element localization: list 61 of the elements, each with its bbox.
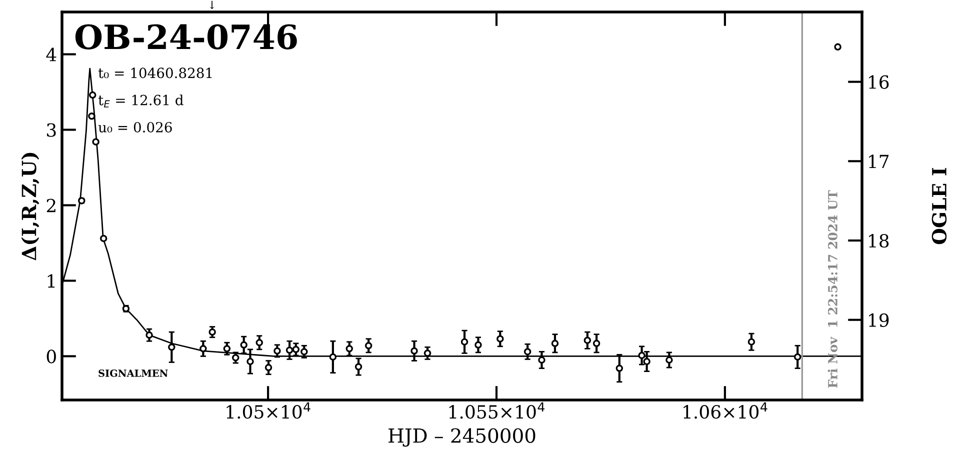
point [364,342,372,350]
point [300,348,308,356]
chart-title: OB-24-0746 [75,24,297,50]
annotation: t₀ = 10460.8281 [98,68,212,78]
point [146,331,153,339]
x-tick-label: 1.06×10$^{4}$ [684,402,768,419]
point [89,91,96,99]
point [78,197,86,204]
point [496,335,504,342]
point [122,305,130,312]
point [274,347,281,355]
point [410,347,418,355]
text: ↓ [210,0,214,10]
y2-axis-title: OGLE I [932,168,947,244]
y-tick-label: 1 [48,274,55,288]
point [168,344,176,351]
y-tick-label: 4 [46,48,56,62]
point [474,341,482,349]
point [329,353,337,361]
point [346,345,353,352]
point [92,138,100,146]
point [538,356,546,364]
y2-tick-label: 18 [869,234,889,248]
y-axis-title: Δ(I,R,Z,U) [21,152,40,260]
y-tick-label: 2 [46,198,56,212]
point [286,346,294,354]
point [200,345,207,352]
y2-tick-label: 19 [869,313,889,327]
point [246,358,254,366]
point [551,340,559,347]
point [100,234,108,242]
point [524,348,532,356]
annotation: SIGNALMEN [98,370,168,377]
point [240,341,248,349]
y-tick-label: 3 [47,123,56,137]
point [256,339,263,346]
point [292,346,300,354]
point [666,356,673,364]
point [616,364,624,372]
point [643,358,650,366]
point [354,363,362,370]
point [223,345,231,352]
point [748,338,756,346]
y2-tick-label: 17 [869,154,889,168]
point [88,112,96,120]
point [232,354,240,362]
y-tick-label: 0 [46,350,56,364]
annotation: u₀ = 0.026 [98,122,172,132]
y2-tick-label: 16 [869,75,889,89]
x-axis-title: HJD – 2450000 [388,428,536,447]
point [584,336,592,344]
point [592,340,600,347]
point [460,338,468,346]
point [638,352,646,360]
annotation: t$_{E}$ = 12.61 d [98,94,184,108]
annotation: Fri Nov 1 22:54:17 2024 UT [828,190,838,388]
point [794,353,802,361]
x-tick-label: 1.05×10$^{4}$ [226,402,310,419]
point [208,328,216,336]
point [264,364,272,372]
x-tick-label: 1.055×10$^{4}$ [449,402,544,419]
